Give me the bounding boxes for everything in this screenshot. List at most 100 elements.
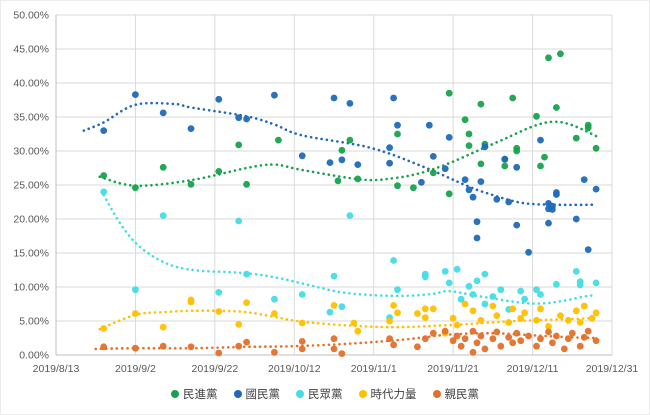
data-point-時代力量 [453,321,461,329]
data-point-民眾黨 [453,265,461,273]
data-point-民眾黨 [533,286,540,294]
legend-item-親民黨: 親民黨 [432,386,480,402]
data-point-親民黨 [386,335,393,343]
trendline-民眾黨 [102,193,598,305]
data-point-國民黨 [513,221,521,229]
data-point-民進黨 [584,124,592,132]
data-point-時代力量 [271,310,278,317]
data-point-國民黨 [513,163,521,171]
data-point-國民黨 [465,186,473,194]
data-point-時代力量 [477,316,485,324]
data-point-國民黨 [429,153,437,160]
data-point-國民黨 [100,127,108,134]
x-axis-tick-label: 2019/11/1 [351,363,397,375]
data-point-國民黨 [525,248,532,256]
data-point-民眾黨 [489,293,497,300]
data-point-親民黨 [505,333,513,341]
data-point-時代力量 [505,319,513,326]
y-axis-tick-label: 20.00% [13,214,49,226]
data-point-國民黨 [481,143,489,151]
data-point-國民黨 [326,159,334,167]
y-axis-tick-label: 45.00% [13,44,49,56]
legend-label: 國民黨 [245,389,281,401]
data-point-民眾黨 [243,270,251,278]
legend-marker-icon [432,390,441,398]
data-point-時代力量 [390,302,397,309]
data-point-國民黨 [441,165,449,173]
data-point-國民黨 [132,91,139,98]
data-point-時代力量 [521,309,528,317]
data-point-時代力量 [386,317,393,325]
data-point-時代力量 [350,319,358,327]
y-axis-tick-label: 50.00% [13,10,49,22]
data-point-民進黨 [132,184,139,192]
data-point-親民黨 [493,328,501,336]
data-point-親民黨 [235,342,243,350]
data-point-民眾黨 [394,286,401,294]
data-point-親民黨 [330,345,338,353]
data-point-民眾黨 [441,268,449,275]
data-point-民進黨 [513,147,521,155]
data-point-民進黨 [243,180,251,188]
data-point-親民黨 [592,337,600,345]
data-point-國民黨 [215,95,223,103]
data-point-國民黨 [354,161,362,169]
data-point-親民黨 [457,342,465,350]
y-axis-tick-label: 5.00% [19,316,49,328]
data-point-親民黨 [477,332,485,340]
data-point-親民黨 [564,335,572,343]
data-point-國民黨 [187,125,195,132]
data-point-親民黨 [215,349,223,357]
data-point-時代力量 [421,305,429,313]
data-point-時代力量 [545,323,552,330]
legend-marker-icon [171,390,179,398]
data-point-民眾黨 [481,270,489,278]
data-point-時代力量 [557,312,564,319]
data-point-民進黨 [187,180,195,188]
data-point-時代力量 [533,316,540,324]
data-point-民眾黨 [298,291,306,298]
data-point-親民黨 [533,342,540,350]
data-point-民進黨 [159,163,167,171]
data-point-民眾黨 [576,281,584,289]
data-point-時代力量 [330,302,338,309]
data-point-民眾黨 [572,268,580,275]
data-point-親民黨 [584,327,592,335]
data-point-民眾黨 [473,277,481,285]
data-point-親民黨 [243,338,251,346]
data-point-民進黨 [338,146,346,154]
data-point-親民黨 [187,343,195,351]
data-point-民進黨 [465,142,473,150]
legend-item-民進黨: 民進黨 [171,386,218,402]
legend-label: 親民黨 [444,389,480,401]
data-point-民進黨 [275,136,282,144]
data-point-國民黨 [537,136,544,144]
data-point-民眾黨 [457,295,465,303]
data-point-民眾黨 [159,212,167,220]
data-point-親民黨 [576,342,584,350]
data-point-民眾黨 [100,188,108,196]
data-point-民進黨 [354,175,362,183]
data-point-國民黨 [584,246,592,254]
trendline-親民黨 [94,331,598,351]
data-point-時代力量 [537,305,544,313]
data-point-國民黨 [386,159,393,167]
y-axis-tick-label: 35.00% [13,112,49,124]
data-point-民進黨 [509,94,517,102]
data-point-民眾黨 [326,308,334,316]
legend-item-國民黨: 國民黨 [233,386,281,402]
data-point-國民黨 [580,176,588,184]
data-point-民進黨 [557,50,564,58]
data-point-民進黨 [465,130,473,138]
data-point-民眾黨 [517,287,525,295]
data-point-民進黨 [477,160,485,168]
data-point-國民黨 [386,144,393,152]
data-point-時代力量 [509,305,517,313]
data-point-時代力量 [564,316,572,324]
x-axis-tick-label: 2019/8/13 [33,363,80,375]
data-point-國民黨 [394,121,401,129]
data-point-親民黨 [513,329,521,337]
data-point-民進黨 [541,153,548,161]
data-point-親民黨 [568,329,576,337]
